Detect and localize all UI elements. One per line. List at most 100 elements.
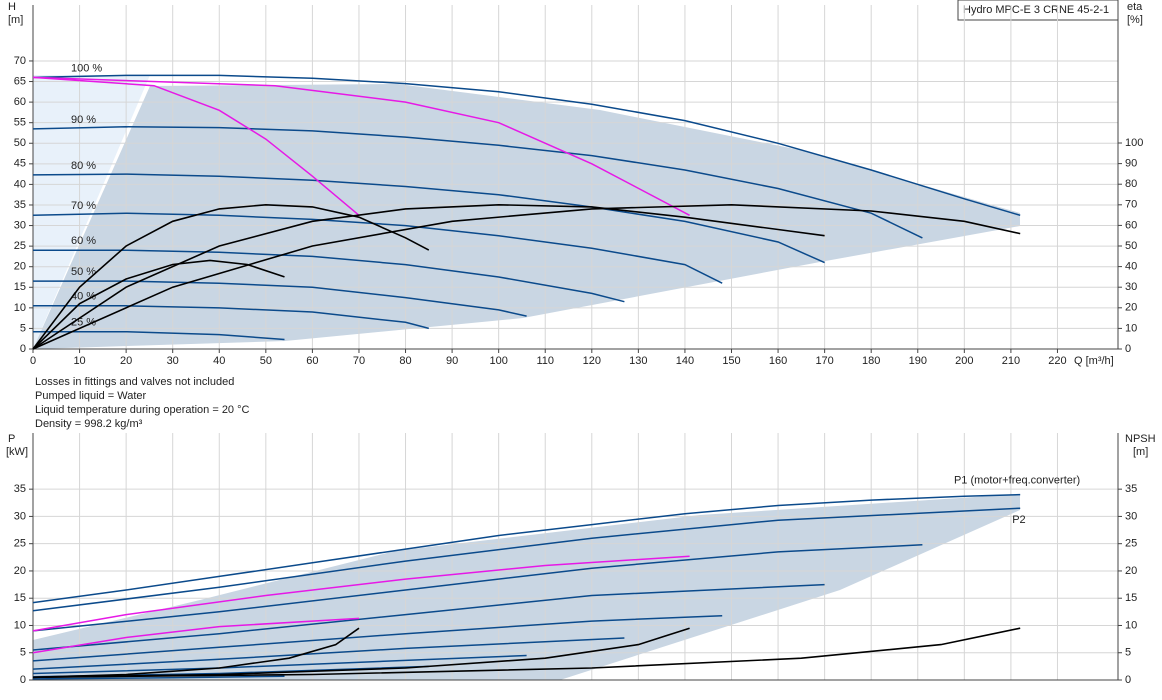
y2-tick-label: 60 xyxy=(1125,219,1137,231)
y-axis-label: P xyxy=(8,433,15,445)
y2-tick-label: 40 xyxy=(1125,261,1137,273)
curve xyxy=(32,76,690,216)
curve xyxy=(32,212,723,284)
x-axis-label: Q [m³/h] xyxy=(1074,355,1114,367)
x-tick-label: 190 xyxy=(909,355,927,367)
speed-label: 90 % xyxy=(71,114,96,126)
x-tick-label: 90 xyxy=(446,355,458,367)
curve xyxy=(32,493,1021,604)
speed-label: 100 % xyxy=(71,62,102,74)
x-tick-label: 140 xyxy=(676,355,694,367)
y2-tick-label: 35 xyxy=(1125,483,1137,495)
curve xyxy=(32,627,360,679)
x-tick-label: 20 xyxy=(120,355,132,367)
y-tick-label: 25 xyxy=(14,538,26,550)
curve xyxy=(33,249,625,303)
y-tick-label: 25 xyxy=(14,240,26,252)
curve xyxy=(32,259,285,350)
y2-tick-label: 10 xyxy=(1125,619,1137,631)
curve xyxy=(32,74,1021,217)
speed-label: 60 % xyxy=(71,235,96,247)
curve xyxy=(33,305,429,330)
x-tick-label: 40 xyxy=(213,355,225,367)
y2-tick-label: 10 xyxy=(1125,322,1137,334)
y-tick-label: 20 xyxy=(14,261,26,273)
x-tick-label: 30 xyxy=(167,355,179,367)
x-tick-label: 220 xyxy=(1048,355,1066,367)
x-tick-label: 150 xyxy=(722,355,740,367)
x-tick-label: 0 xyxy=(30,355,36,367)
y-tick-label: 55 xyxy=(14,117,26,129)
y2-tick-label: 25 xyxy=(1125,538,1137,550)
y2-tick-label: 70 xyxy=(1125,199,1137,211)
curve xyxy=(33,280,527,317)
curve xyxy=(32,583,825,651)
y-tick-label: 35 xyxy=(14,199,26,211)
y2-tick-label: 20 xyxy=(1125,565,1137,577)
y2-tick-label: 15 xyxy=(1125,592,1137,604)
x-tick-label: 70 xyxy=(353,355,365,367)
curve xyxy=(32,173,825,264)
y-tick-label: 10 xyxy=(14,302,26,314)
y2-tick-label: 90 xyxy=(1125,158,1137,170)
x-tick-label: 80 xyxy=(399,355,411,367)
y-tick-label: 50 xyxy=(14,137,26,149)
y-axis-label: H xyxy=(8,1,16,13)
x-tick-label: 60 xyxy=(306,355,318,367)
y-tick-label: 15 xyxy=(14,281,26,293)
speed-label: 70 % xyxy=(71,200,96,212)
curve xyxy=(32,203,1021,350)
x-tick-label: 50 xyxy=(260,355,272,367)
y2-axis-unit: [m] xyxy=(1133,446,1148,458)
curve xyxy=(32,507,1021,612)
curve xyxy=(32,126,923,239)
y2-tick-label: 20 xyxy=(1125,302,1137,314)
y-tick-label: 5 xyxy=(20,647,26,659)
y-tick-label: 15 xyxy=(14,592,26,604)
x-tick-label: 160 xyxy=(769,355,787,367)
y-tick-label: 70 xyxy=(14,55,26,67)
y-tick-label: 5 xyxy=(20,322,26,334)
y-tick-label: 65 xyxy=(14,75,26,87)
y-tick-label: 0 xyxy=(20,343,26,355)
speed-label: 50 % xyxy=(71,266,96,278)
curve xyxy=(32,614,723,662)
series-label: P1 (motor+freq.converter) xyxy=(954,475,1080,487)
curve xyxy=(32,654,527,675)
y2-tick-label: 30 xyxy=(1125,510,1137,522)
y-tick-label: 60 xyxy=(14,96,26,108)
curve xyxy=(32,203,430,350)
curve xyxy=(32,203,825,350)
y-tick-label: 40 xyxy=(14,178,26,190)
x-tick-label: 100 xyxy=(489,355,507,367)
power-region xyxy=(33,494,1020,680)
x-tick-label: 170 xyxy=(815,355,833,367)
curve xyxy=(32,76,360,216)
x-tick-label: 110 xyxy=(536,355,554,367)
x-tick-label: 130 xyxy=(629,355,647,367)
curve xyxy=(33,330,285,341)
series-label: P2 xyxy=(1012,514,1025,526)
y-tick-label: 10 xyxy=(14,619,26,631)
y2-tick-label: 50 xyxy=(1125,240,1137,252)
y-tick-label: 0 xyxy=(20,674,26,686)
y-tick-label: 45 xyxy=(14,158,26,170)
y2-tick-label: 0 xyxy=(1125,343,1131,355)
x-tick-label: 120 xyxy=(583,355,601,367)
y2-axis-unit: [%] xyxy=(1127,14,1143,26)
y-axis-unit: [kW] xyxy=(6,446,28,458)
y-tick-label: 35 xyxy=(14,483,26,495)
operating-region xyxy=(33,84,1020,349)
y2-tick-label: 0 xyxy=(1125,674,1131,686)
curve xyxy=(32,555,690,632)
y2-axis-label: NPSH xyxy=(1125,433,1156,445)
curve xyxy=(32,675,285,680)
note: Losses in fittings and valves not includ… xyxy=(35,376,234,388)
y2-tick-label: 5 xyxy=(1125,647,1131,659)
curve xyxy=(32,617,360,654)
x-tick-label: 210 xyxy=(1002,355,1020,367)
speed-label: 80 % xyxy=(71,160,96,172)
note: Density = 998.2 kg/m³ xyxy=(35,418,143,430)
y-axis-unit: [m] xyxy=(8,14,23,26)
